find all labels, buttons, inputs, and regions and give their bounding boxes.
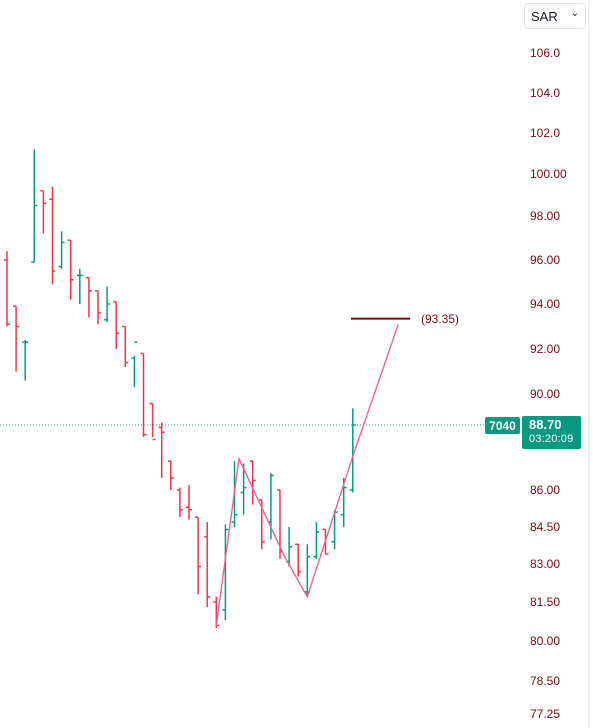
ohlc-bar	[113, 301, 120, 349]
ohlc-bar	[122, 325, 129, 367]
ohlc-bar	[58, 231, 65, 269]
ohlc-bar	[158, 422, 165, 478]
ohlc-bar	[49, 186, 56, 285]
price-tick-label: 92.00	[530, 342, 561, 356]
last-price-badge: 88.70 03:20:09	[522, 416, 581, 449]
ohlc-bar	[222, 524, 229, 621]
ohlc-bar	[186, 485, 192, 520]
price-tick-label: 106.0	[530, 46, 561, 60]
ohlc-bar	[4, 251, 10, 327]
ohlc-bars	[4, 149, 356, 628]
price-tick-label: 81.50	[530, 595, 561, 609]
ohlc-bar	[277, 489, 283, 560]
ohlc-bar	[13, 305, 20, 372]
price-tick-label: 77.25	[530, 707, 561, 721]
ohlc-bar	[349, 408, 356, 493]
price-tick-label: 98.00	[530, 209, 561, 223]
price-tick-label: 94.00	[530, 297, 561, 311]
currency-value: SAR	[531, 8, 558, 24]
ohlc-bar	[313, 522, 320, 560]
ohlc-bar	[240, 463, 247, 515]
price-tick-label: 78.50	[530, 674, 561, 688]
price-tick-label: 84.50	[530, 520, 561, 534]
ohlc-bar	[22, 340, 29, 381]
bar-countdown: 03:20:09	[529, 433, 574, 445]
chevron-down-icon: ⌄	[570, 8, 579, 19]
ohlc-bar	[176, 487, 183, 518]
price-tick-label: 90.00	[530, 387, 561, 401]
projection-target-label: (93.35)	[421, 312, 460, 326]
ohlc-bar	[295, 543, 302, 577]
price-tick-label: 100.00	[530, 167, 567, 181]
price-tick-label: 96.00	[530, 253, 561, 267]
ohlc-bar	[131, 341, 138, 388]
ohlc-bar	[167, 460, 174, 490]
ohlc-bar	[149, 402, 156, 441]
price-tick-label: 80.00	[530, 634, 561, 648]
ohlc-bar	[104, 286, 111, 322]
ohlc-bar	[267, 473, 274, 540]
ohlc-bar	[140, 352, 147, 438]
ohlc-bar	[95, 290, 101, 325]
ohlc-bar	[40, 190, 47, 234]
ohlc-bar	[85, 276, 92, 318]
last-price-value: 88.70	[529, 417, 562, 432]
ohlc-bar	[331, 509, 338, 550]
ohlc-bar	[249, 460, 256, 505]
ohlc-bar	[204, 522, 211, 608]
currency-selector[interactable]: SAR ⌄	[524, 3, 586, 29]
price-tick-label: 86.00	[530, 483, 561, 497]
ohlc-bar	[195, 516, 202, 595]
ohlc-bar	[67, 239, 74, 300]
symbol-code-badge: 7040	[485, 417, 520, 434]
ohlc-bar	[31, 149, 38, 263]
price-tick-label: 104.0	[530, 86, 561, 100]
price-tick-label: 83.00	[530, 557, 561, 571]
zigzag-pattern-line[interactable]	[215, 324, 399, 626]
price-tick-label: 102.0	[530, 126, 561, 140]
ohlc-bar	[76, 268, 83, 304]
